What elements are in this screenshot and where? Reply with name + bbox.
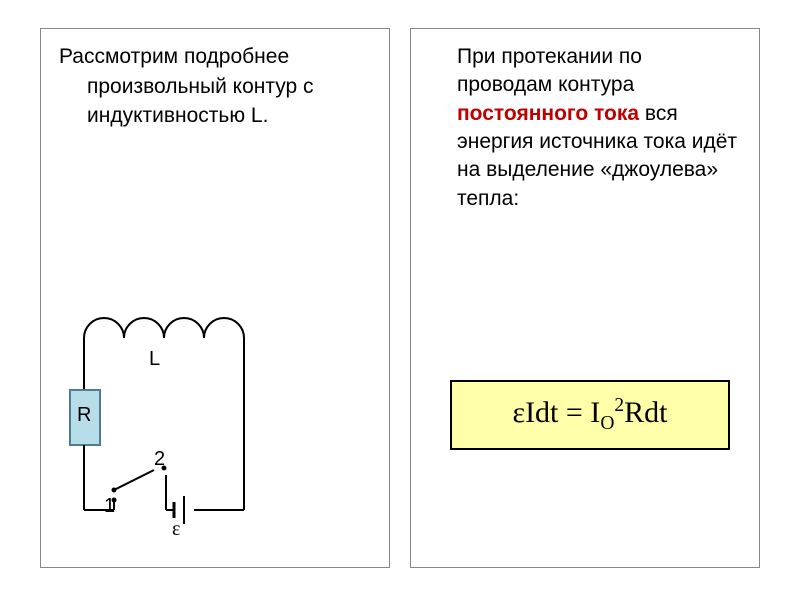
emf-label: ε <box>172 518 180 541</box>
right-text-highlight: постоянного тока <box>457 102 639 125</box>
formula-box: εIdt = IO2Rdt <box>450 380 730 450</box>
right-panel: При протекании по проводам контура посто… <box>410 28 760 568</box>
switch-pivot <box>112 488 117 493</box>
circuit-diagram: R L 1 2 ε <box>54 300 274 550</box>
inductor-label: L <box>149 348 160 371</box>
left-para-1: Рассмотрим подробнее <box>59 43 371 71</box>
right-text-prefix: При протекании по проводам контура <box>457 45 642 96</box>
switch-arm <box>114 470 154 490</box>
formula-part-1: εIdt = I <box>512 396 600 429</box>
formula-part-2: Rdt <box>624 396 667 429</box>
left-para-2: произвольный контур с индуктивностью L. <box>59 73 371 130</box>
resistor-label: R <box>77 404 91 427</box>
formula-sub: O <box>600 413 614 434</box>
formula-sup: 2 <box>614 395 624 416</box>
right-para: При протекании по проводам контура посто… <box>429 43 741 213</box>
switch-label-1: 1 <box>104 495 115 518</box>
formula-text: εIdt = IO2Rdt <box>512 395 667 435</box>
inductor-icon <box>84 318 244 338</box>
switch-label-2: 2 <box>154 448 165 471</box>
